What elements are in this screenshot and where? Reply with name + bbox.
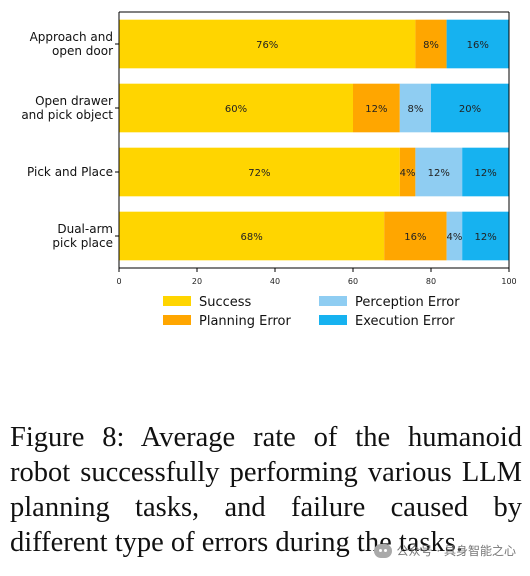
bar-segment bbox=[353, 83, 400, 133]
data-label: 4% bbox=[400, 168, 416, 179]
watermark-text: 公众号 · 具身智能之心 bbox=[396, 544, 516, 558]
data-label: 8% bbox=[407, 104, 423, 115]
legend-swatch bbox=[163, 296, 191, 306]
category-label: Open drawer bbox=[35, 94, 113, 108]
data-label: 12% bbox=[428, 168, 450, 179]
watermark: 公众号 · 具身智能之心 bbox=[373, 542, 516, 559]
data-label: 72% bbox=[248, 168, 270, 179]
x-tick-label: 80 bbox=[426, 277, 436, 286]
category-label: Approach and bbox=[30, 30, 113, 44]
data-label: 16% bbox=[404, 232, 426, 243]
bar-segment bbox=[119, 211, 385, 261]
data-label: 60% bbox=[225, 104, 247, 115]
bar-segment bbox=[384, 211, 447, 261]
data-label: 68% bbox=[240, 232, 262, 243]
data-label: 12% bbox=[474, 168, 496, 179]
legend-swatch bbox=[163, 315, 191, 325]
legend-label: Success bbox=[199, 295, 252, 310]
wechat-icon bbox=[373, 543, 392, 558]
bar-segment bbox=[446, 19, 509, 69]
data-label: 16% bbox=[467, 40, 489, 51]
bar-segment bbox=[415, 19, 447, 69]
bar-segment bbox=[446, 211, 463, 261]
category-label: and pick object bbox=[21, 108, 113, 122]
bar-segment bbox=[399, 83, 431, 133]
legend-label: Planning Error bbox=[199, 314, 291, 329]
x-tick-label: 40 bbox=[270, 277, 280, 286]
legend-label: Execution Error bbox=[355, 314, 455, 329]
data-label: 12% bbox=[365, 104, 387, 115]
legend-swatch bbox=[319, 315, 347, 325]
legend-swatch bbox=[319, 296, 347, 306]
bar-segment bbox=[119, 19, 416, 69]
data-label: 4% bbox=[446, 232, 462, 243]
category-label: pick place bbox=[52, 236, 113, 250]
x-tick-label: 0 bbox=[116, 277, 121, 286]
bar-segment bbox=[462, 147, 509, 197]
bar-segment bbox=[399, 147, 416, 197]
bar-segment bbox=[415, 147, 463, 197]
data-label: 12% bbox=[474, 232, 496, 243]
figure-caption: Figure 8: Average rate of the humanoid r… bbox=[10, 421, 522, 558]
category-label: Pick and Place bbox=[27, 165, 113, 179]
legend-label: Perception Error bbox=[355, 295, 460, 310]
bar-segment bbox=[462, 211, 509, 261]
x-tick-label: 100 bbox=[501, 277, 516, 286]
category-label: Dual-arm bbox=[57, 222, 113, 236]
data-label: 8% bbox=[423, 40, 439, 51]
bar-segment bbox=[119, 83, 353, 133]
x-tick-label: 20 bbox=[192, 277, 202, 286]
category-label: open door bbox=[52, 44, 113, 58]
x-tick-label: 60 bbox=[348, 277, 358, 286]
bar-segment bbox=[431, 83, 509, 133]
bar-segment bbox=[119, 147, 400, 197]
data-label: 76% bbox=[256, 40, 278, 51]
data-label: 20% bbox=[459, 104, 481, 115]
